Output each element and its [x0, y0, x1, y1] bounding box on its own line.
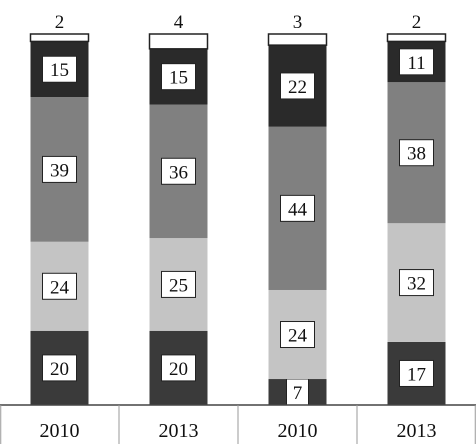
data-label: 2	[412, 12, 422, 33]
data-label-box	[42, 354, 77, 382]
x-tick-label: 2013	[159, 420, 199, 442]
data-label: 7	[293, 383, 303, 404]
data-label: 36	[169, 162, 188, 183]
data-label: 2	[55, 12, 65, 33]
data-label-box	[399, 359, 434, 387]
data-label: 20	[50, 359, 69, 380]
data-label: 25	[169, 275, 188, 296]
x-tick-label: 2010	[278, 420, 318, 442]
data-label-box	[280, 321, 315, 349]
data-label: 32	[407, 274, 426, 295]
data-label-box	[42, 155, 77, 183]
data-label-box	[399, 48, 434, 76]
data-label-box	[161, 157, 196, 185]
data-label-box	[399, 139, 434, 167]
data-label: 24	[50, 277, 70, 298]
data-label: 15	[169, 68, 188, 89]
data-label: 17	[407, 364, 426, 385]
data-label-box	[280, 194, 315, 222]
bars-layer: 20 24 39 15 2 20 25 36 15 4 7 24 44 22 3 17 32 38 11 2	[29, 12, 447, 406]
data-label: 4	[174, 12, 184, 33]
data-label-box	[280, 72, 315, 100]
data-label-box	[399, 269, 434, 297]
data-label-box	[42, 55, 77, 83]
bar-segment	[386, 33, 447, 43]
category-axis: 2010 2013 2010 2013	[0, 404, 476, 444]
data-label: 24	[288, 326, 308, 347]
data-label: 15	[50, 60, 69, 81]
data-label: 38	[407, 144, 426, 165]
bar-segment	[267, 33, 328, 46]
data-label: 11	[407, 53, 425, 74]
bar-segment	[148, 33, 209, 50]
bar-segment	[29, 33, 90, 43]
data-label-box	[42, 272, 77, 300]
data-label-box	[161, 63, 196, 91]
data-label: 20	[169, 359, 188, 380]
data-label: 3	[293, 12, 303, 33]
data-label: 22	[288, 77, 307, 98]
data-label: 39	[50, 160, 69, 181]
data-label: 44	[288, 199, 308, 220]
data-label-box	[161, 354, 196, 382]
x-tick-label: 2013	[397, 420, 437, 442]
x-tick-label: 2010	[40, 420, 80, 442]
data-label-box	[161, 270, 196, 298]
